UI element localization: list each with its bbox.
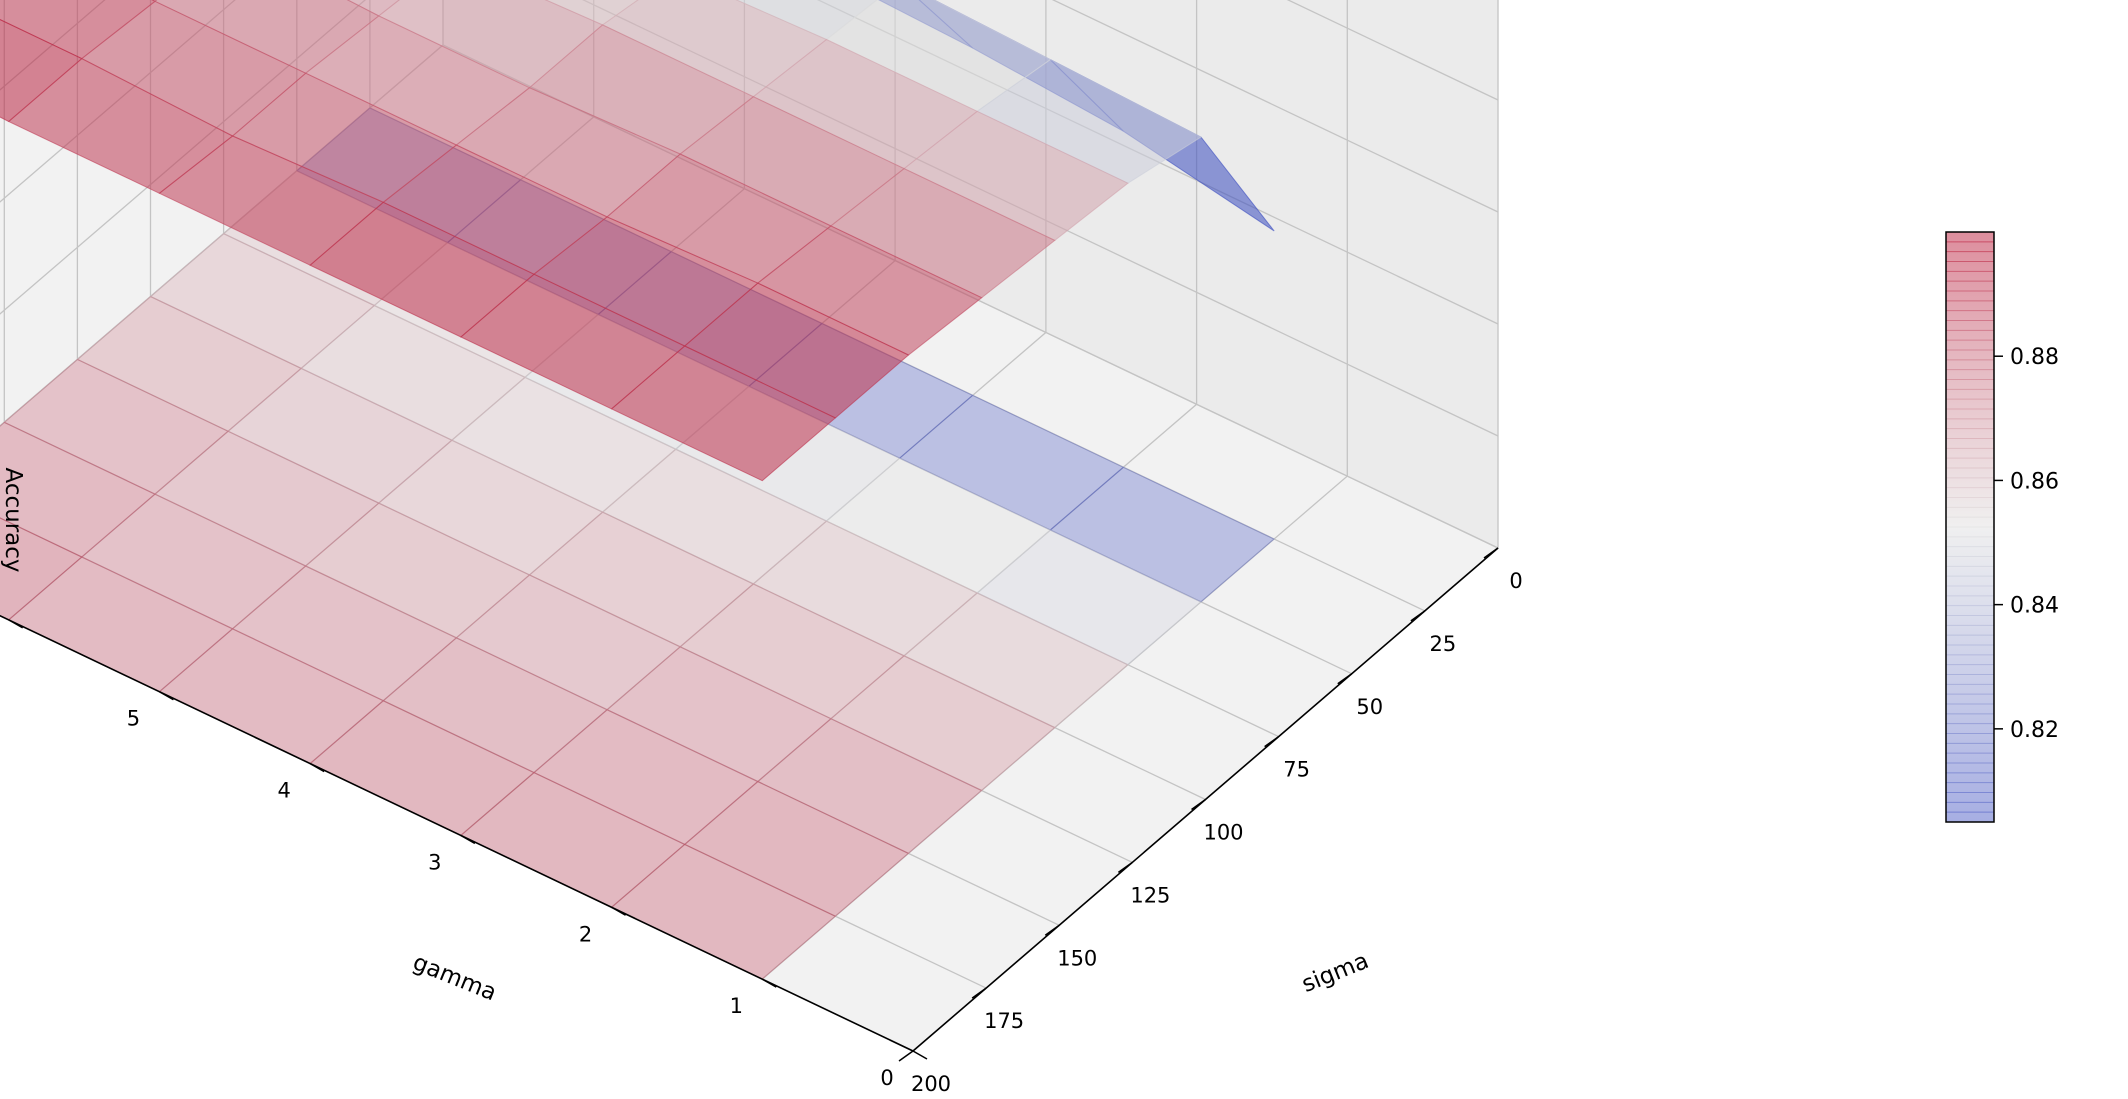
y-tick-mark [611, 906, 626, 916]
y-tick-label: 1 [730, 994, 743, 1018]
x-tick-mark [1410, 610, 1426, 622]
floor-cell [528, 511, 755, 648]
y-tick-mark [159, 691, 174, 701]
grid-line-z [0, 0, 1499, 437]
y-tick-label: 0 [880, 1066, 893, 1090]
x-tick-mark [971, 987, 987, 999]
floor-cell [377, 439, 604, 576]
floor-cell [825, 457, 1052, 594]
floor-cell [450, 376, 677, 513]
y-tick-label: 2 [579, 922, 592, 946]
floor-cell [601, 448, 828, 585]
x-tick-mark [1483, 547, 1499, 559]
y-tick-label: 4 [277, 779, 290, 803]
x-tick-label: 0 [1509, 569, 1522, 593]
colorbar-tick-label: 0.82 [2010, 718, 2059, 743]
accuracy-surface [0, 0, 1275, 482]
x-tick-label: 25 [1430, 632, 1457, 656]
x-tick-mark [1117, 861, 1133, 873]
floor-cell [227, 367, 453, 504]
floor-cell [304, 502, 531, 639]
floor-cell [756, 718, 983, 854]
x-tick-mark [1337, 673, 1353, 685]
floor-cell [300, 304, 527, 441]
x-axis-label: sigma [1298, 948, 1372, 998]
x-tick-mark [1264, 736, 1280, 748]
floor-cell [903, 592, 1129, 729]
floor-cell [382, 637, 609, 774]
colorbar-tick-label: 0.86 [2010, 469, 2059, 494]
y-tick-label: 3 [428, 850, 441, 874]
floor-cell [606, 646, 832, 783]
x-axis-ticks: 0 25 50 75 100 125 150 175 200 [898, 547, 1523, 1096]
floor-cell [3, 358, 230, 495]
floor-cell [154, 430, 380, 567]
y-tick-label: 5 [127, 707, 140, 731]
floor-cell [455, 574, 682, 711]
floor-cell [752, 520, 979, 657]
floor-cell [1049, 466, 1276, 603]
x-tick-label: 175 [984, 1009, 1024, 1033]
x-tick-mark [1044, 924, 1060, 936]
colorbar-ticks: 0.82 0.84 0.86 0.88 [1994, 345, 2059, 743]
y-tick-mark [8, 619, 24, 629]
x-tick-label: 50 [1356, 695, 1383, 719]
surface-cell [610, 345, 837, 482]
y-axis-label: gamma [409, 949, 500, 1006]
floor-cell [76, 295, 303, 432]
grid-line-x [0, 517, 987, 989]
colorbar-tick-label: 0.84 [2010, 594, 2059, 619]
floor-cell [0, 517, 83, 621]
x-tick-label: 200 [911, 1072, 951, 1096]
x-tick-label: 75 [1283, 758, 1310, 782]
colorbar-bands [1946, 231, 1994, 823]
surface-cell [346, 0, 400, 17]
z-axis-label: Accuracy [0, 467, 26, 572]
x-tick-mark [898, 1050, 914, 1062]
x-tick-label: 100 [1203, 821, 1243, 845]
floor-cell [231, 565, 458, 702]
x-tick-label: 125 [1130, 883, 1170, 907]
y-tick-mark [912, 1050, 928, 1060]
floor-pane [0, 45, 1498, 1051]
floor-cell [80, 493, 307, 630]
y-tick-mark [309, 762, 325, 773]
floor-cell [149, 233, 376, 369]
y-axis-line [0, 614, 914, 1052]
floor-cell [829, 655, 1056, 792]
floor-cell [679, 583, 906, 720]
floor-cell [533, 709, 759, 845]
y-axis-ticks: 01234567 [8, 619, 928, 1090]
colorbar: 0.82 0.84 0.86 0.88 [1945, 231, 2059, 823]
floor-cell [683, 780, 910, 917]
floor-cell [898, 394, 1125, 531]
x-tick-mark [1191, 798, 1206, 811]
floor-cell [976, 529, 1202, 666]
colorbar-tick-label: 0.88 [2010, 345, 2059, 370]
x-tick-label: 150 [1057, 946, 1097, 970]
y-tick-mark [460, 834, 476, 845]
y-tick-mark [761, 978, 777, 988]
colorbar-frame [1945, 231, 1995, 823]
floor-cell [0, 421, 156, 558]
